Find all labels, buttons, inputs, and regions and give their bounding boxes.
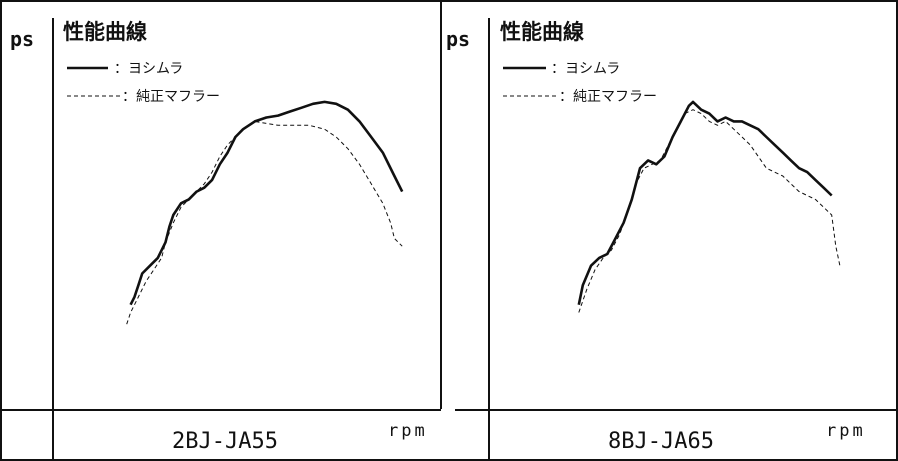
legend-label-dashed-right: ：純正マフラー [559,89,657,105]
model-label-left: 2BJ-JA55 [172,429,278,454]
x-axis-label-left: rpm [388,421,428,441]
chart-panel-left: ps 性能曲線 ：ヨシムラ ：純正マフラー 2BJ-JA55 rpm [0,18,441,461]
series-line-stock-right [578,109,841,313]
model-label-right: 8BJ-JA65 [608,429,714,454]
y-axis-label-right: ps [446,27,470,51]
series-layer-left [126,100,404,325]
legend-label-solid-left: ：ヨシムラ [114,61,183,77]
series-layer-right [577,100,841,313]
series-line-yoshimura-left [129,100,404,306]
y-axis-label-left: ps [10,27,34,51]
legend-label-solid-right: ：ヨシムラ [551,61,620,77]
chart-panel-right: ps 性能曲線 ：ヨシムラ ：純正マフラー 8BJ-JA65 rpm [446,18,897,461]
chart-title-right: 性能曲線 [500,20,584,44]
series-line-stock-left [126,120,403,325]
x-axis-label-right: rpm [826,421,866,441]
series-line-yoshimura-right [577,100,833,305]
legend-label-dashed-left: ：純正マフラー [122,89,220,105]
chart-title-left: 性能曲線 [63,20,147,44]
